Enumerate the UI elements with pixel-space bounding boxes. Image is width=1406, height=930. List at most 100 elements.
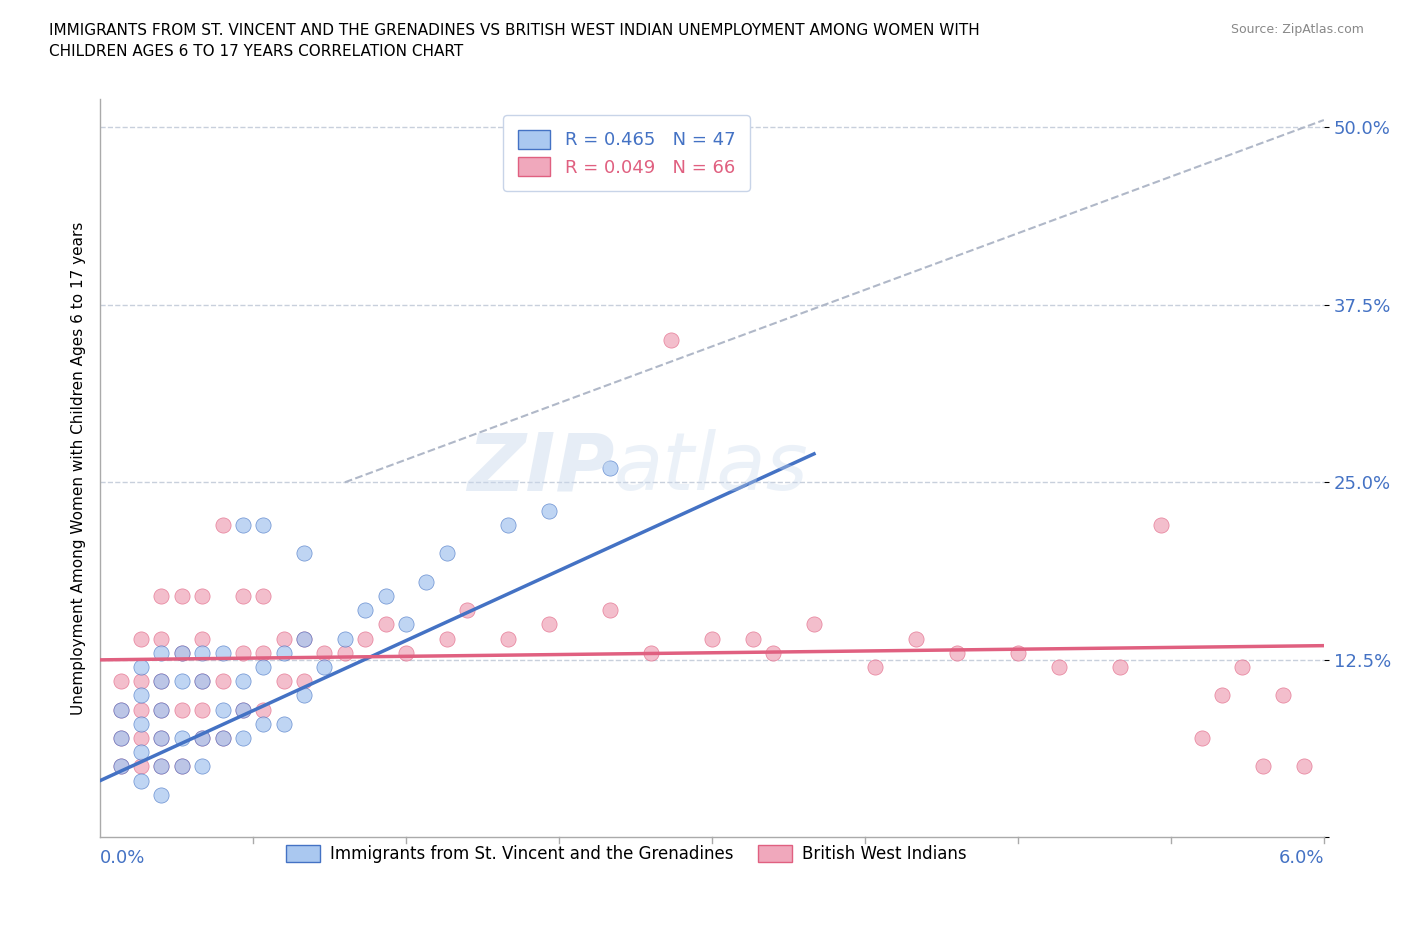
Point — [150, 673, 173, 688]
Point — [232, 589, 254, 604]
Point — [1211, 688, 1233, 703]
Text: IMMIGRANTS FROM ST. VINCENT AND THE GRENADINES VS BRITISH WEST INDIAN UNEMPLOYME: IMMIGRANTS FROM ST. VINCENT AND THE GREN… — [49, 23, 980, 60]
Point — [537, 617, 560, 631]
Point — [252, 517, 274, 532]
Point — [232, 673, 254, 688]
Point — [273, 631, 295, 646]
Point — [273, 716, 295, 731]
Point — [292, 631, 315, 646]
Point — [150, 702, 173, 717]
Point — [292, 688, 315, 703]
Text: 0.0%: 0.0% — [100, 849, 145, 867]
Point — [150, 759, 173, 774]
Point — [762, 645, 785, 660]
Point — [170, 702, 193, 717]
Point — [129, 716, 152, 731]
Point — [252, 716, 274, 731]
Text: Source: ZipAtlas.com: Source: ZipAtlas.com — [1230, 23, 1364, 36]
Point — [191, 731, 214, 746]
Point — [110, 731, 132, 746]
Y-axis label: Unemployment Among Women with Children Ages 6 to 17 years: Unemployment Among Women with Children A… — [72, 221, 86, 715]
Point — [314, 645, 336, 660]
Point — [333, 631, 356, 646]
Point — [537, 503, 560, 518]
Point — [191, 731, 214, 746]
Point — [150, 631, 173, 646]
Point — [211, 673, 233, 688]
Point — [150, 702, 173, 717]
Point — [232, 645, 254, 660]
Point — [415, 575, 437, 590]
Point — [150, 788, 173, 803]
Point — [150, 731, 173, 746]
Point — [191, 702, 214, 717]
Point — [354, 603, 377, 618]
Point — [129, 731, 152, 746]
Point — [191, 631, 214, 646]
Point — [273, 673, 295, 688]
Point — [129, 659, 152, 674]
Point — [599, 460, 621, 475]
Point — [252, 659, 274, 674]
Point — [191, 673, 214, 688]
Point — [170, 759, 193, 774]
Point — [211, 645, 233, 660]
Legend: Immigrants from St. Vincent and the Grenadines, British West Indians: Immigrants from St. Vincent and the Gren… — [280, 838, 973, 870]
Point — [150, 731, 173, 746]
Text: atlas: atlas — [614, 429, 808, 507]
Point — [129, 745, 152, 760]
Point — [333, 645, 356, 660]
Point — [110, 673, 132, 688]
Point — [129, 631, 152, 646]
Point — [1272, 688, 1295, 703]
Point — [110, 702, 132, 717]
Point — [170, 589, 193, 604]
Point — [129, 773, 152, 788]
Point — [292, 546, 315, 561]
Point — [211, 517, 233, 532]
Point — [170, 673, 193, 688]
Point — [292, 631, 315, 646]
Point — [150, 673, 173, 688]
Point — [659, 333, 682, 348]
Point — [640, 645, 662, 660]
Point — [129, 702, 152, 717]
Point — [110, 759, 132, 774]
Point — [1007, 645, 1029, 660]
Point — [700, 631, 723, 646]
Point — [292, 673, 315, 688]
Point — [232, 517, 254, 532]
Point — [232, 702, 254, 717]
Point — [170, 731, 193, 746]
Point — [150, 645, 173, 660]
Text: 6.0%: 6.0% — [1278, 849, 1324, 867]
Text: ZIP: ZIP — [467, 429, 614, 507]
Point — [904, 631, 927, 646]
Point — [211, 731, 233, 746]
Point — [599, 603, 621, 618]
Point — [170, 645, 193, 660]
Point — [170, 645, 193, 660]
Point — [945, 645, 967, 660]
Point — [395, 645, 418, 660]
Point — [252, 589, 274, 604]
Point — [314, 659, 336, 674]
Point — [129, 759, 152, 774]
Point — [1232, 659, 1254, 674]
Point — [436, 631, 458, 646]
Point — [232, 702, 254, 717]
Point — [354, 631, 377, 646]
Point — [803, 617, 825, 631]
Point — [191, 759, 214, 774]
Point — [129, 688, 152, 703]
Point — [170, 759, 193, 774]
Point — [232, 731, 254, 746]
Point — [374, 617, 396, 631]
Point — [273, 645, 295, 660]
Point — [1109, 659, 1132, 674]
Point — [252, 645, 274, 660]
Point — [211, 731, 233, 746]
Point — [436, 546, 458, 561]
Point — [110, 702, 132, 717]
Point — [211, 702, 233, 717]
